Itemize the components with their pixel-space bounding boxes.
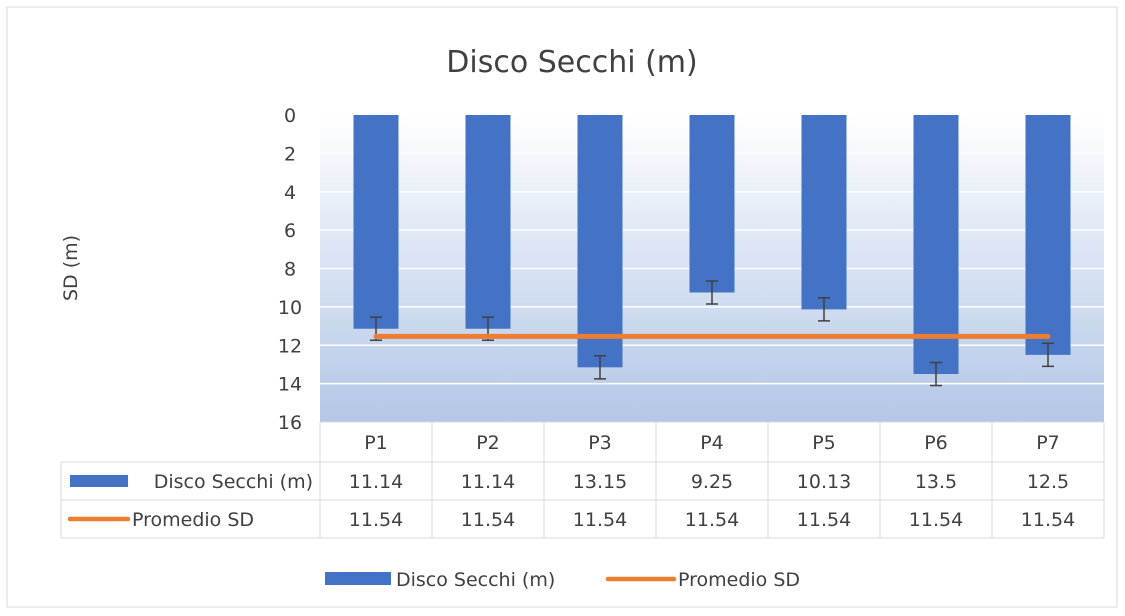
- y-tick-label: 10: [278, 297, 302, 319]
- data-label: 11.14: [461, 471, 515, 493]
- category-label: P4: [700, 432, 724, 454]
- data-label: 13.15: [573, 471, 627, 493]
- category-label: P1: [364, 432, 388, 454]
- chart-title: Disco Secchi (m): [446, 45, 697, 80]
- legend-entry: Disco Secchi (m): [396, 569, 555, 591]
- data-label: 11.54: [573, 509, 627, 531]
- bar-p5: [801, 115, 847, 310]
- legend-swatch-bars: [325, 572, 391, 585]
- table-row-label: Disco Secchi (m): [154, 471, 313, 493]
- data-label: 12.5: [1027, 471, 1069, 493]
- category-label: P5: [812, 432, 836, 454]
- y-tick-label: 0: [284, 105, 296, 127]
- table-row-label: Promedio SD: [132, 509, 254, 531]
- data-label: 11.54: [349, 509, 403, 531]
- bar-series: [353, 115, 1071, 375]
- y-tick-label: 6: [284, 220, 296, 242]
- data-label: 11.54: [461, 509, 515, 531]
- table-key-bars: [70, 475, 128, 487]
- data-table: P1 P2 P3 P4 P5 P6 P7 Disco Secchi (m) Promedio S…: [60, 421, 1105, 539]
- data-label: 11.54: [685, 509, 739, 531]
- y-axis-label: SD (m): [60, 235, 82, 301]
- category-label: P6: [924, 432, 948, 454]
- data-label: 13.5: [915, 471, 957, 493]
- category-label: P7: [1036, 432, 1060, 454]
- legend-entry: Promedio SD: [678, 569, 800, 591]
- y-tick-label: 16: [278, 412, 302, 434]
- data-label: 9.25: [691, 471, 733, 493]
- bar-p6: [913, 115, 959, 375]
- chart-border: [6, 6, 1118, 608]
- category-label: P3: [588, 432, 612, 454]
- y-tick-label: 14: [278, 374, 302, 396]
- y-tick-label: 12: [278, 335, 302, 357]
- y-tick-label: 2: [284, 143, 296, 165]
- bar-p2: [465, 115, 511, 329]
- bar-p7: [1025, 115, 1071, 355]
- data-label: 11.14: [349, 471, 403, 493]
- bar-p3: [577, 115, 623, 368]
- y-tick-label: 8: [284, 259, 296, 281]
- category-label: P2: [476, 432, 500, 454]
- data-label: 10.13: [797, 471, 851, 493]
- legend: Disco Secchi (m) Promedio SD: [325, 569, 800, 591]
- gridlines: [320, 152, 1104, 385]
- error-bars: [370, 280, 1054, 387]
- data-label: 11.54: [909, 509, 963, 531]
- y-tick-label: 4: [284, 182, 296, 204]
- bar-p4: [689, 115, 735, 293]
- y-axis-ticks: 0 2 4 6 8 10 12 14 16: [278, 105, 302, 434]
- data-label: 11.54: [1021, 509, 1075, 531]
- bar-p1: [353, 115, 399, 329]
- data-label: 11.54: [797, 509, 851, 531]
